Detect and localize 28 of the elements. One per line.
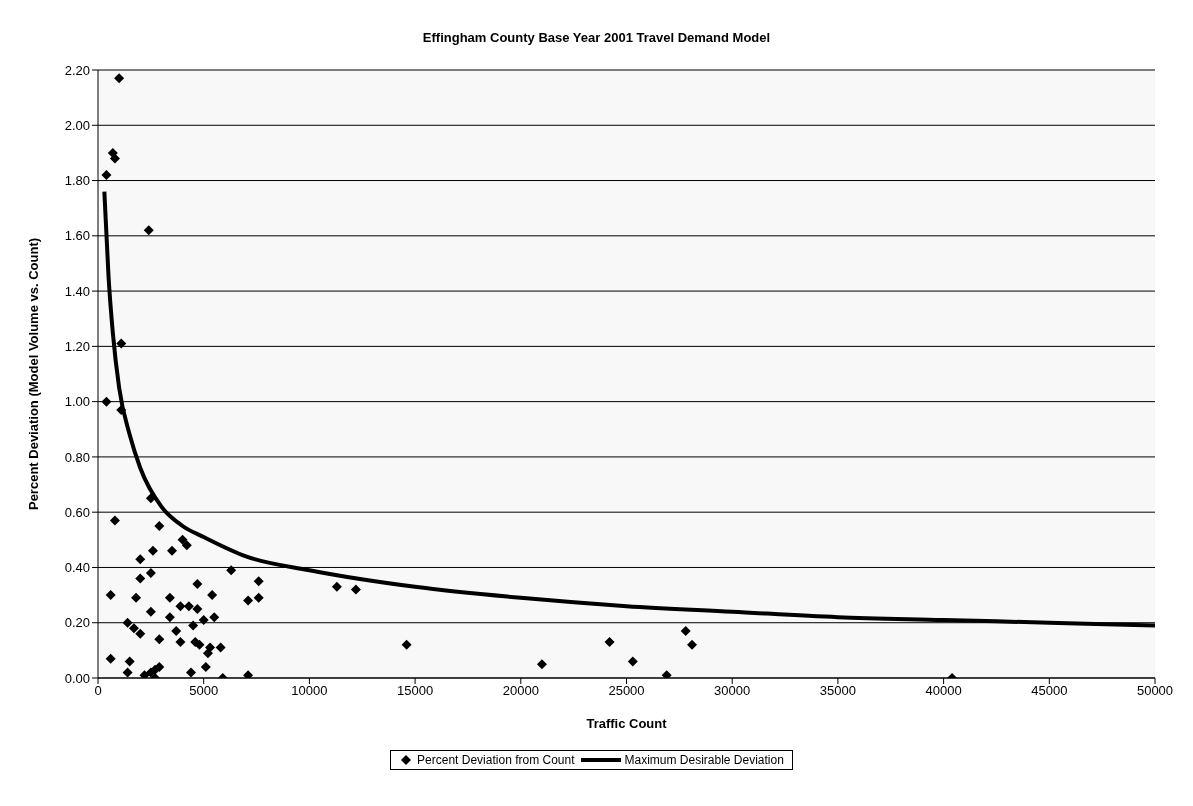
x-axis-title: Traffic Count: [586, 716, 668, 731]
y-tick-label: 0.00: [64, 670, 90, 686]
x-tick-label: 45000: [1031, 683, 1068, 699]
x-tick-label: 0: [94, 683, 102, 699]
y-tick-label: 0.20: [64, 615, 90, 631]
x-tick-label: 35000: [819, 683, 856, 699]
y-tick-label: 2.00: [64, 117, 90, 133]
y-tick-label: 1.80: [64, 173, 90, 189]
x-tick-label: 25000: [608, 683, 645, 699]
y-tick-label: 1.40: [64, 283, 90, 299]
y-tick-label: 2.20: [64, 62, 90, 78]
y-axis-title: Percent Deviation (Model Volume vs. Count): [25, 237, 41, 511]
chart-title: Effingham County Base Year 2001 Travel Demand Model: [421, 30, 772, 47]
x-tick-label: 15000: [397, 683, 434, 699]
x-tick-label: 10000: [291, 683, 328, 699]
x-tick-label: 30000: [714, 683, 751, 699]
y-tick-label: 0.60: [64, 504, 90, 520]
x-tick-label: 50000: [1136, 683, 1174, 699]
y-tick-label: 1.00: [64, 394, 90, 410]
y-tick-label: 0.40: [64, 560, 90, 576]
x-tick-label: 20000: [502, 683, 539, 699]
y-tick-label: 0.80: [64, 449, 90, 465]
legend-label: Percent Deviation from Count: [416, 753, 575, 767]
legend-label: Maximum Desirable Deviation: [623, 753, 784, 767]
y-tick-label: 1.20: [64, 338, 90, 354]
x-tick-label: 40000: [925, 683, 962, 699]
x-tick-label: 5000: [189, 683, 219, 699]
y-tick-label: 1.60: [64, 228, 90, 244]
